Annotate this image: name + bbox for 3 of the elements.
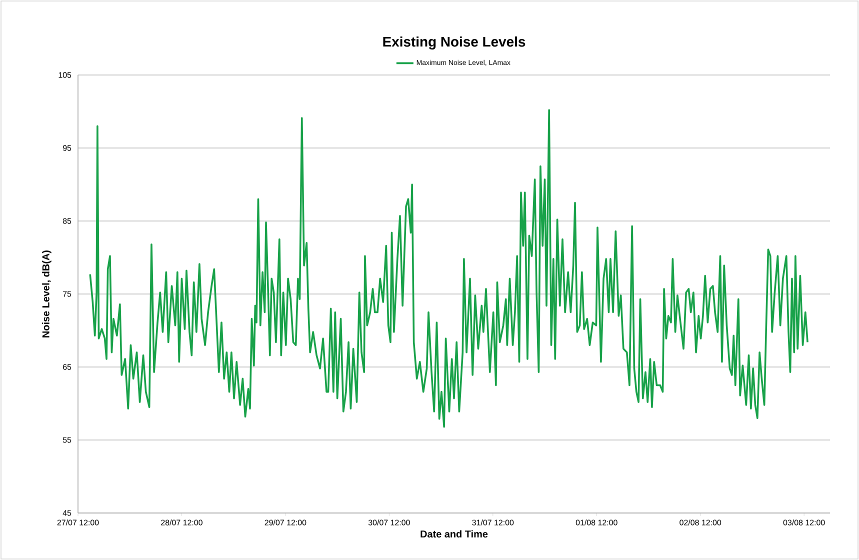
y-axis-title: Noise Level, dB(A) (42, 250, 52, 338)
chart-title: Existing Noise Levels (383, 36, 526, 50)
x-axis-title: Date and Time (420, 530, 488, 538)
